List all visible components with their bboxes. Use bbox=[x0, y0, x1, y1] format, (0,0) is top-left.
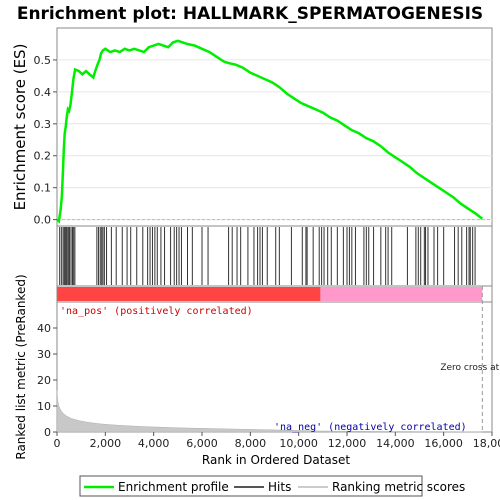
es-y-axis: 0.0 0.1 0.2 0.3 0.4 0.5 bbox=[34, 54, 57, 227]
x-tick-label: 12,000 bbox=[328, 437, 367, 450]
legend-label-metric: Ranking metric scores bbox=[332, 480, 465, 494]
ranked-metric-panel: 0 10 20 30 40 Zero cross at 1 'na_pos' (posi… bbox=[14, 274, 500, 459]
x-tick-label: 18,000 bbox=[473, 437, 500, 450]
ranking-metric-area bbox=[56, 390, 483, 433]
zero-cross-label: Zero cross at 1 bbox=[440, 363, 500, 373]
metric-plot-frame bbox=[56, 301, 493, 433]
x-axis-title: Rank in Ordered Dataset bbox=[202, 453, 350, 467]
enrichment-profile-line bbox=[56, 39, 484, 224]
chart-title: Enrichment plot: HALLMARK_SPERMATOGENESI… bbox=[17, 4, 483, 24]
metric-y-tick-label: 20 bbox=[37, 374, 51, 387]
metric-y-tick-label: 10 bbox=[37, 400, 51, 413]
legend: Enrichment profile Hits Ranking metric s… bbox=[79, 475, 465, 497]
es-y-tick-label: 0.1 bbox=[34, 182, 52, 195]
x-tick-label: 8,000 bbox=[235, 437, 267, 450]
x-tick-label: 6,000 bbox=[186, 437, 218, 450]
negative-correlation-label: 'na_neg' (negatively correlated) bbox=[274, 422, 467, 433]
x-tick-label: 10,000 bbox=[279, 437, 318, 450]
es-y-tick-label: 0.3 bbox=[34, 118, 52, 131]
hits-frame bbox=[56, 225, 493, 287]
es-y-tick-label: 0.2 bbox=[34, 150, 52, 163]
metric-y-axis: 0 10 20 30 40 bbox=[37, 322, 57, 439]
es-gridlines bbox=[57, 59, 492, 221]
x-tick-label: 14,000 bbox=[376, 437, 415, 450]
hit-markers bbox=[59, 227, 476, 285]
ranking-color-bar bbox=[56, 285, 493, 303]
metric-y-tick-label: 40 bbox=[37, 322, 51, 335]
positive-correlation-label: 'na_pos' (positively correlated) bbox=[60, 306, 253, 317]
x-tick-label: 0 bbox=[54, 437, 61, 450]
color-bar-positive bbox=[57, 287, 321, 301]
es-y-tick-label: 0.4 bbox=[34, 86, 52, 99]
metric-y-tick-label: 30 bbox=[37, 348, 51, 361]
legend-label-enrichment: Enrichment profile bbox=[118, 480, 229, 494]
enrichment-score-panel: 0.0 0.1 0.2 0.3 0.4 0.5 Enrichment score (ES) bbox=[11, 27, 493, 227]
hits-panel bbox=[56, 225, 493, 287]
es-plot-frame bbox=[56, 27, 493, 227]
x-tick-label: 4,000 bbox=[138, 437, 170, 450]
es-y-tick-label: 0.5 bbox=[34, 54, 52, 67]
metric-y-tick-label: 0 bbox=[44, 426, 51, 439]
x-axis: 0 2,000 4,000 6,000 8,000 10,000 12,000 14,000 1… bbox=[54, 432, 500, 450]
x-tick-label: 16,000 bbox=[424, 437, 463, 450]
es-y-tick-label: 0.0 bbox=[34, 214, 52, 227]
color-bar-negative bbox=[320, 287, 483, 301]
es-y-axis-title: Enrichment score (ES) bbox=[11, 44, 29, 211]
x-tick-label: 2,000 bbox=[90, 437, 122, 450]
legend-label-hits: Hits bbox=[268, 480, 291, 494]
metric-y-axis-title: Ranked list metric (PreRanked) bbox=[14, 274, 28, 459]
